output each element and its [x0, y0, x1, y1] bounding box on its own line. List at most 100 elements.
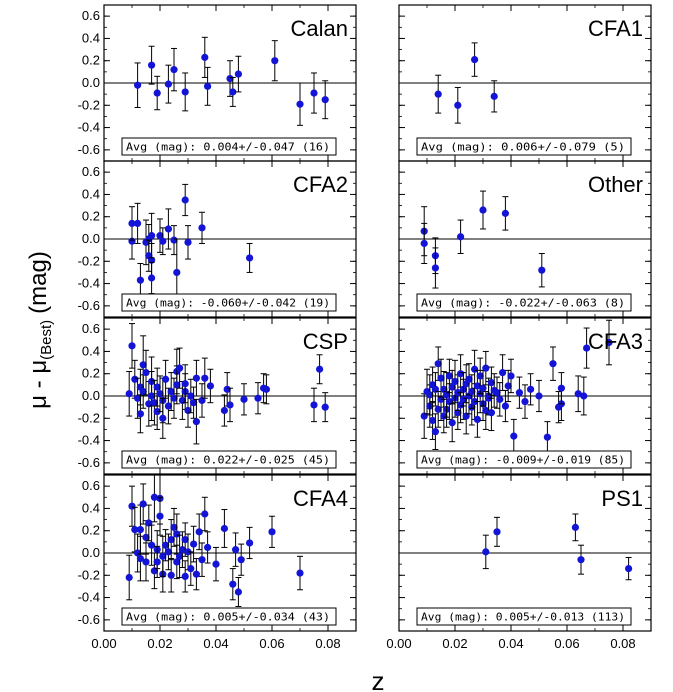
data-point — [296, 100, 304, 108]
data-point — [487, 409, 495, 417]
y-axis-label-main: μ - μ — [25, 360, 52, 409]
data-point — [493, 389, 501, 397]
data-points — [125, 475, 304, 607]
data-point — [178, 546, 186, 554]
data-point — [445, 372, 453, 380]
data-point — [457, 370, 465, 378]
avg-box — [416, 450, 632, 469]
data-point — [212, 560, 220, 568]
x-tick-label: 0.04 — [203, 636, 228, 651]
data-point — [473, 382, 481, 390]
data-points — [434, 42, 498, 124]
avg-box — [121, 137, 337, 156]
x-tick-label: 0.08 — [315, 636, 340, 651]
data-point — [206, 382, 214, 390]
data-point — [142, 369, 150, 377]
data-point — [521, 397, 529, 406]
data-point — [139, 500, 147, 508]
data-point — [150, 399, 158, 407]
data-point — [479, 206, 487, 214]
y-tick-label: 0.0 — [82, 231, 100, 246]
data-point — [139, 361, 147, 369]
data-points — [420, 190, 546, 289]
data-point — [437, 374, 445, 382]
data-point — [501, 402, 509, 410]
data-point — [220, 524, 228, 533]
data-point — [457, 233, 465, 241]
data-point — [153, 558, 161, 566]
panel-title: CFA3 — [588, 329, 643, 354]
data-point — [164, 402, 172, 410]
data-point — [164, 225, 172, 233]
data-point — [240, 395, 248, 403]
data-point — [148, 274, 156, 282]
data-point — [321, 403, 329, 411]
panel-cfa3: CFA3 Avg (mag): -0.009+/-0.019 (85) — [398, 317, 652, 475]
data-point — [527, 385, 535, 393]
y-tick-label: 0.0 — [82, 388, 100, 403]
data-point — [457, 401, 465, 409]
data-point — [192, 570, 200, 578]
avg-text: Avg (mag): 0.022+/-0.025 (45) — [126, 454, 330, 467]
data-point — [148, 541, 156, 549]
y-tick-label: -0.4 — [78, 120, 100, 135]
data-point — [268, 528, 276, 536]
data-point — [134, 219, 142, 227]
panel-ps1: 0.00 0.02 0.04 0.06 0.08 PS1 Avg (mag): 0.005+… — [386, 474, 652, 651]
avg-box — [416, 137, 632, 156]
data-point — [164, 548, 172, 556]
data-point — [220, 406, 228, 415]
data-point — [204, 543, 212, 552]
y-tick-label: -0.6 — [78, 612, 100, 627]
panel-title: CFA2 — [293, 172, 348, 197]
y-tick-label: 0.4 — [82, 186, 100, 201]
data-point — [204, 82, 212, 90]
panel-frame — [103, 474, 357, 632]
data-point — [184, 238, 192, 246]
y-tick-label: 0.6 — [82, 164, 100, 179]
data-point — [131, 526, 139, 534]
y-tick-label: -0.2 — [78, 410, 100, 425]
data-point — [159, 552, 167, 560]
data-point — [159, 237, 167, 245]
data-point — [176, 364, 184, 372]
data-point — [162, 375, 170, 383]
data-point — [150, 493, 158, 501]
panel-other: Other Avg (mag): -0.022+/-0.063 (8) — [398, 160, 652, 318]
panel-title: PS1 — [601, 486, 643, 511]
data-point — [198, 556, 206, 564]
data-point — [501, 209, 509, 217]
y-axis-label-sub: (Best) — [38, 320, 55, 360]
data-point — [181, 380, 189, 388]
data-point — [167, 387, 175, 396]
x-tick-label: 0.06 — [259, 636, 284, 651]
data-point — [142, 558, 150, 566]
data-point — [156, 390, 164, 398]
y-tick-label: 0.2 — [82, 53, 100, 68]
x-axis-label: z — [372, 666, 385, 692]
panel-title: CFA1 — [588, 16, 643, 41]
data-point — [482, 364, 490, 372]
panel-cfa1: CFA1 Avg (mag): 0.006+/-0.079 (5) — [398, 4, 652, 162]
data-point — [170, 66, 178, 74]
data-point — [571, 523, 580, 531]
data-point — [535, 392, 543, 400]
y-axis-label-unit: (mag) — [25, 251, 52, 314]
data-point — [153, 89, 161, 97]
data-point — [448, 383, 456, 391]
y-tick-label: -0.6 — [78, 455, 100, 470]
data-point — [181, 196, 189, 204]
data-point — [173, 381, 181, 389]
data-point — [181, 572, 189, 581]
data-point — [454, 101, 462, 109]
data-point — [490, 92, 498, 100]
data-point — [493, 528, 501, 536]
data-point — [153, 383, 161, 391]
data-points — [128, 183, 254, 307]
data-point — [487, 379, 495, 387]
avg-text: Avg (mag): -0.060+/-0.042 (19) — [126, 297, 330, 310]
data-point — [574, 390, 582, 398]
x-tick-label: 0.02 — [442, 636, 467, 651]
data-point — [234, 70, 242, 78]
